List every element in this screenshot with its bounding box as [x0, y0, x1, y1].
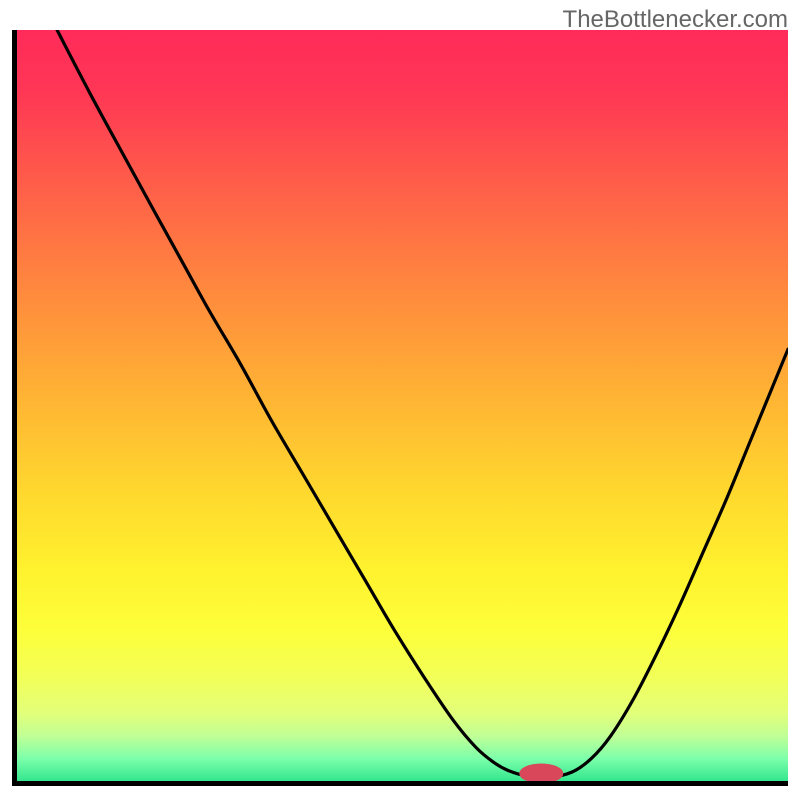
watermark-text: TheBottlenecker.com — [563, 6, 788, 34]
optimal-marker — [519, 763, 563, 783]
plot-area — [12, 30, 788, 786]
chart-svg — [12, 30, 788, 786]
chart-container: TheBottlenecker.com — [0, 0, 800, 800]
gradient-background — [17, 30, 788, 781]
